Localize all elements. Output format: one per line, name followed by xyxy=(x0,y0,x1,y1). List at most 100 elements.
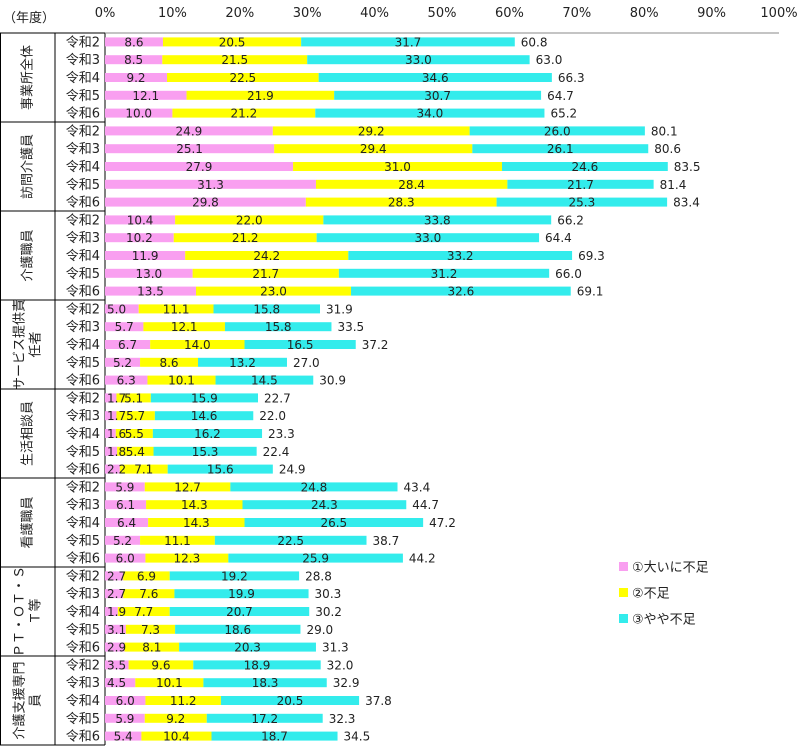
bar-value-label: 22.0 xyxy=(236,213,263,227)
bar-segment xyxy=(117,446,154,456)
bar-value-label: 6.0 xyxy=(116,552,135,566)
bar-value-label: 8.6 xyxy=(124,35,143,49)
x-tick-label: 0% xyxy=(95,6,116,21)
bar-segment xyxy=(323,215,552,225)
bar-segment xyxy=(115,429,153,438)
row-year-label: 令和4 xyxy=(66,71,100,86)
bar-value-label: 13.5 xyxy=(137,285,164,299)
bar-value-label: 5.4 xyxy=(126,445,145,459)
bar-value-label: 12.1 xyxy=(171,320,198,334)
bar-value-label: 12.3 xyxy=(174,552,201,566)
bar-total-label: 80.1 xyxy=(651,124,678,138)
bar-segment xyxy=(123,589,175,599)
bar-segment xyxy=(105,162,294,171)
bar-segment xyxy=(116,393,151,403)
bar-value-label: 15.3 xyxy=(192,445,219,459)
bar-value-label: 10.1 xyxy=(156,676,183,690)
row-year-label: 令和2 xyxy=(66,480,100,495)
bar-segment xyxy=(105,90,187,100)
bar-total-label: 47.2 xyxy=(429,516,456,530)
bar-segment xyxy=(348,251,573,260)
row-year-label: 令和3 xyxy=(66,498,100,513)
bar-value-label: 32.6 xyxy=(448,285,475,299)
bar-value-label: 15.8 xyxy=(265,320,292,334)
group-label: ＰＴ・ＯＴ・Ｓ xyxy=(13,566,28,657)
bar-total-label: 64.4 xyxy=(545,231,572,245)
bar-segment xyxy=(105,553,146,563)
bar-segment xyxy=(174,589,309,599)
bar-value-label: 7.3 xyxy=(141,623,160,637)
bar-value-label: 4.5 xyxy=(107,676,126,690)
group-label: サービス提供責 xyxy=(12,299,28,390)
row-year-label: 令和5 xyxy=(66,534,100,549)
bar-value-label: 7.7 xyxy=(134,605,153,619)
bar-segment xyxy=(472,144,649,154)
bar-segment xyxy=(224,322,332,332)
bar-value-label: 21.9 xyxy=(247,89,274,103)
bar-segment xyxy=(105,179,316,189)
row-year-label: 令和6 xyxy=(66,641,100,656)
row-year-label: 令和5 xyxy=(66,356,100,371)
bar-total-label: 63.0 xyxy=(536,53,563,67)
bar-segment xyxy=(316,233,540,243)
bar-value-label: 31.7 xyxy=(395,35,422,49)
bar-value-label: 20.7 xyxy=(226,605,253,619)
bar-segment xyxy=(105,37,163,47)
bar-value-label: 15.9 xyxy=(191,391,218,405)
bar-segment xyxy=(116,411,155,421)
bar-segment xyxy=(213,304,321,314)
bar-segment xyxy=(144,482,231,492)
bar-segment xyxy=(195,286,352,296)
bar-value-label: 31.2 xyxy=(431,267,458,281)
bar-total-label: 37.2 xyxy=(362,338,389,352)
bar-value-label: 18.7 xyxy=(261,730,288,744)
bar-total-label: 32.3 xyxy=(329,712,356,726)
bar-segment xyxy=(153,446,257,456)
bar-segment xyxy=(105,233,174,243)
bar-value-label: 8.6 xyxy=(159,356,178,370)
bar-segment xyxy=(143,322,225,332)
bar-segment xyxy=(145,696,221,705)
row-year-label: 令和5 xyxy=(66,445,100,460)
bar-value-label: 22.5 xyxy=(277,534,304,548)
bar-value-label: 8.1 xyxy=(142,641,161,655)
bar-value-label: 3.5 xyxy=(107,658,126,672)
x-tick-label: 30% xyxy=(293,6,322,21)
bar-segment xyxy=(169,571,300,581)
bar-value-label: 20.5 xyxy=(277,694,304,708)
bar-value-label: 33.0 xyxy=(405,53,432,67)
bar-value-label: 9.2 xyxy=(166,712,185,726)
bars: 8.6 20.5 31.7 60.8 8.5 21.5 33.0 63.0 9.2 22.5 34.… xyxy=(105,35,701,744)
bar-total-label: 66.3 xyxy=(558,71,585,85)
bar-value-label: 24.9 xyxy=(176,124,203,138)
bar-value-label: 12.7 xyxy=(174,480,201,494)
group-label: 員 xyxy=(29,694,44,707)
row-year-label: 令和3 xyxy=(66,142,100,157)
bar-segment xyxy=(334,90,542,100)
bar-value-label: 7.1 xyxy=(134,463,153,477)
bar-value-label: 18.3 xyxy=(252,676,279,690)
bar-segment xyxy=(105,73,168,82)
bar-value-label: 6.3 xyxy=(117,374,136,388)
bar-segment xyxy=(105,268,193,278)
x-tick-label: 10% xyxy=(158,6,187,21)
row-year-label: 令和2 xyxy=(66,213,100,228)
bar-value-label: 16.5 xyxy=(287,338,314,352)
bar-value-label: 9.2 xyxy=(126,71,145,85)
group-label: 介護職員 xyxy=(20,229,36,281)
bar-segment xyxy=(124,642,180,652)
bar-segment xyxy=(105,571,124,581)
bar-total-label: 83.5 xyxy=(674,160,701,174)
bar-segment xyxy=(105,411,117,421)
bar-segment xyxy=(145,553,229,563)
bar-total-label: 66.0 xyxy=(555,267,582,281)
x-tick-label: 60% xyxy=(495,6,524,21)
row-year-label: 令和5 xyxy=(66,178,100,193)
bar-segment xyxy=(105,518,149,527)
bar-total-label: 44.2 xyxy=(409,552,436,566)
bar-segment xyxy=(105,660,129,670)
bar-segment xyxy=(162,37,302,47)
bar-segment xyxy=(206,713,323,723)
bar-value-label: 13.2 xyxy=(229,356,256,370)
